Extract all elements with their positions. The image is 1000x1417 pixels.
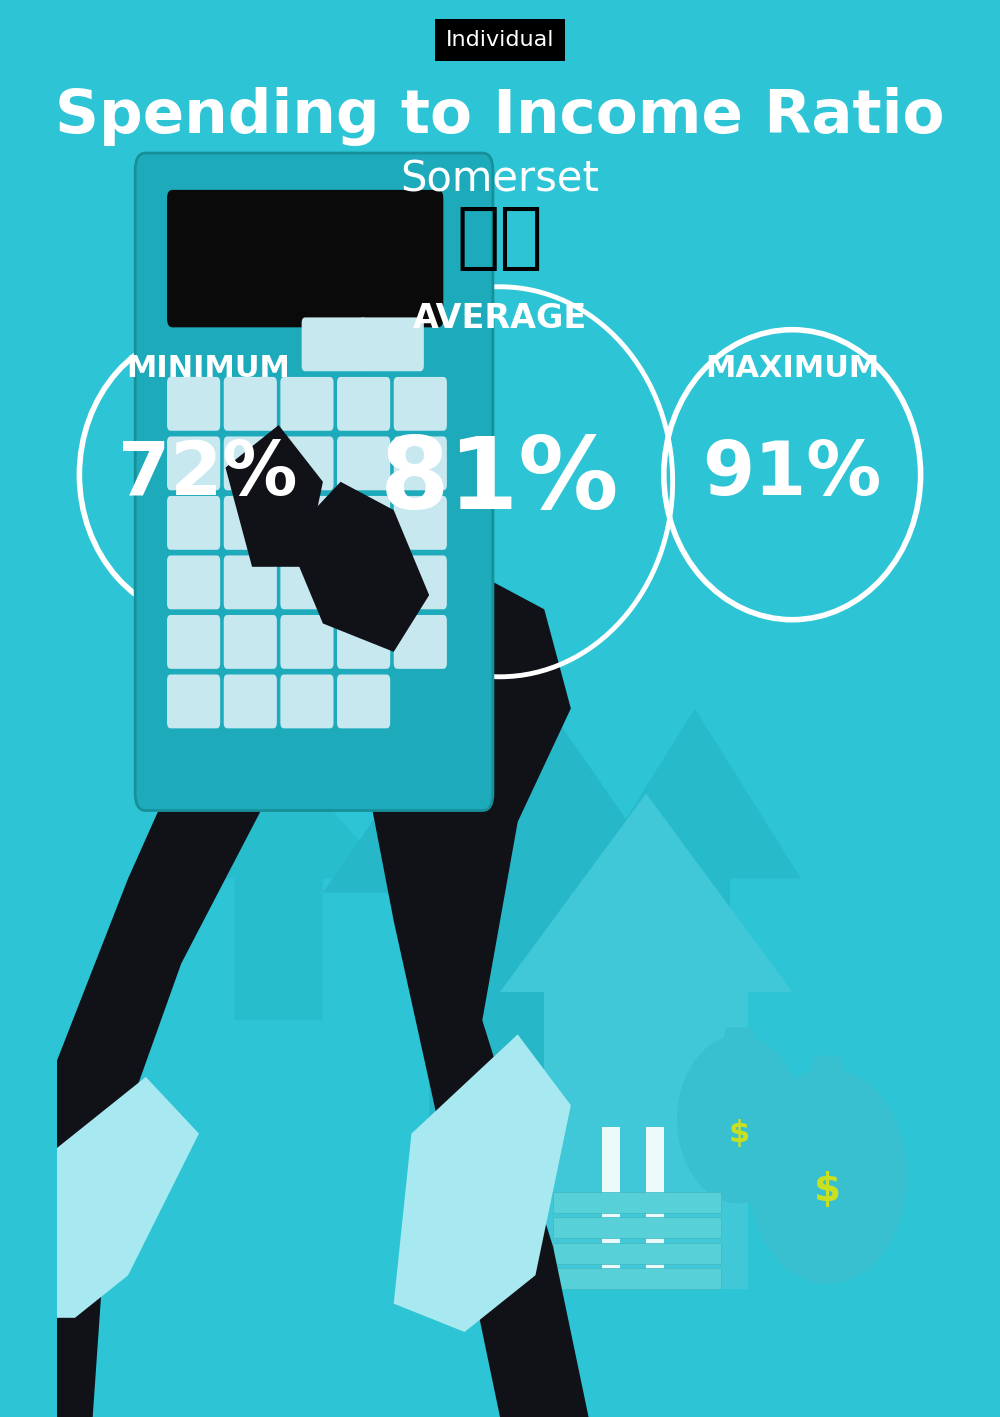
- Polygon shape: [805, 1056, 850, 1098]
- Polygon shape: [287, 482, 429, 652]
- Text: Individual: Individual: [446, 30, 554, 50]
- Text: $: $: [728, 1119, 750, 1148]
- Text: $: $: [814, 1172, 841, 1209]
- Polygon shape: [323, 638, 677, 1176]
- Polygon shape: [225, 425, 323, 567]
- FancyBboxPatch shape: [337, 436, 390, 490]
- FancyBboxPatch shape: [167, 674, 220, 728]
- Text: MAXIMUM: MAXIMUM: [705, 354, 879, 383]
- FancyBboxPatch shape: [280, 674, 334, 728]
- Polygon shape: [553, 1268, 721, 1289]
- Polygon shape: [40, 538, 411, 1417]
- FancyBboxPatch shape: [337, 555, 390, 609]
- Text: 91%: 91%: [703, 438, 882, 512]
- Text: AVERAGE: AVERAGE: [413, 302, 587, 336]
- Polygon shape: [358, 567, 589, 1417]
- FancyBboxPatch shape: [394, 555, 447, 609]
- Polygon shape: [394, 1034, 571, 1332]
- Polygon shape: [589, 708, 801, 1091]
- FancyBboxPatch shape: [224, 674, 277, 728]
- FancyBboxPatch shape: [135, 153, 493, 811]
- FancyBboxPatch shape: [167, 496, 220, 550]
- FancyBboxPatch shape: [167, 436, 220, 490]
- Polygon shape: [606, 850, 651, 992]
- FancyBboxPatch shape: [167, 615, 220, 669]
- FancyBboxPatch shape: [280, 615, 334, 669]
- Polygon shape: [553, 1217, 721, 1238]
- Polygon shape: [602, 1127, 620, 1289]
- Polygon shape: [720, 1027, 759, 1056]
- Polygon shape: [646, 1127, 664, 1289]
- FancyBboxPatch shape: [280, 436, 334, 490]
- FancyBboxPatch shape: [224, 436, 277, 490]
- FancyBboxPatch shape: [337, 674, 390, 728]
- Text: 🇬🇧: 🇬🇧: [457, 204, 543, 272]
- Text: MINIMUM: MINIMUM: [126, 354, 290, 383]
- FancyBboxPatch shape: [394, 615, 447, 669]
- FancyBboxPatch shape: [280, 555, 334, 609]
- FancyBboxPatch shape: [337, 615, 390, 669]
- FancyBboxPatch shape: [280, 377, 334, 431]
- Text: 72%: 72%: [118, 438, 298, 512]
- FancyBboxPatch shape: [167, 555, 220, 609]
- Text: Spending to Income Ratio: Spending to Income Ratio: [55, 86, 945, 146]
- Polygon shape: [500, 794, 792, 992]
- FancyBboxPatch shape: [167, 190, 443, 327]
- Polygon shape: [553, 1243, 721, 1264]
- FancyBboxPatch shape: [280, 496, 334, 550]
- FancyBboxPatch shape: [224, 555, 277, 609]
- FancyBboxPatch shape: [167, 377, 220, 431]
- Polygon shape: [553, 1192, 721, 1213]
- Polygon shape: [40, 1077, 199, 1318]
- FancyBboxPatch shape: [394, 436, 447, 490]
- FancyBboxPatch shape: [224, 496, 277, 550]
- Text: 81%: 81%: [380, 434, 620, 530]
- FancyBboxPatch shape: [394, 496, 447, 550]
- FancyBboxPatch shape: [337, 377, 390, 431]
- Ellipse shape: [677, 1036, 801, 1203]
- Polygon shape: [544, 992, 748, 1289]
- FancyBboxPatch shape: [359, 317, 424, 371]
- FancyBboxPatch shape: [337, 496, 390, 550]
- FancyBboxPatch shape: [224, 377, 277, 431]
- FancyBboxPatch shape: [302, 317, 366, 371]
- Text: Somerset: Somerset: [401, 159, 599, 201]
- FancyBboxPatch shape: [394, 377, 447, 431]
- FancyBboxPatch shape: [224, 615, 277, 669]
- Polygon shape: [164, 751, 394, 1020]
- Ellipse shape: [748, 1068, 907, 1284]
